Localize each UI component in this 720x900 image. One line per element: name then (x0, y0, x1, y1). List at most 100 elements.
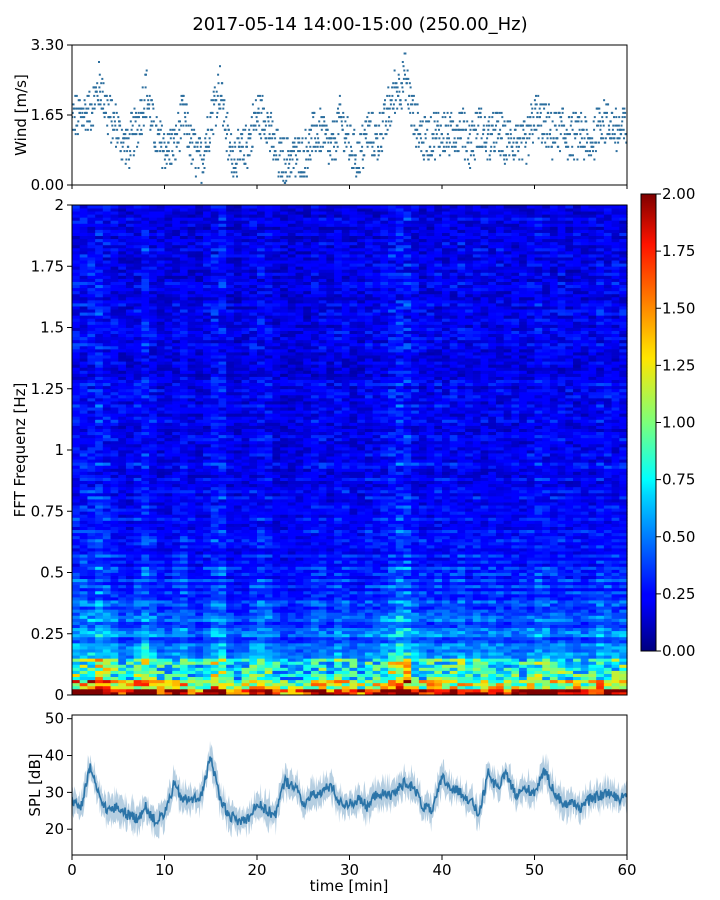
spectrogram-cell (218, 554, 227, 558)
spectrogram-cell (542, 691, 551, 696)
spectrogram-cell (449, 673, 459, 678)
wind-point (496, 111, 499, 114)
spectrogram-cell (449, 630, 459, 635)
spectrogram-cell (418, 667, 428, 671)
wind-point (231, 145, 234, 148)
spectrogram-cell (349, 615, 358, 619)
spectrogram-cell (303, 557, 312, 561)
spectrogram-cell (488, 578, 497, 583)
spectrogram-cell (364, 612, 374, 616)
spectrogram-cell (156, 633, 166, 638)
wind-point (426, 128, 429, 131)
spectrogram-cell (72, 609, 81, 613)
spectrogram-cell (318, 673, 327, 678)
spectrogram-cell (110, 685, 119, 690)
spectrogram-cell (179, 670, 189, 674)
spectrogram-cell (79, 609, 89, 613)
spectrogram-cell (195, 600, 204, 604)
wind-point (312, 145, 315, 148)
wind-point (277, 171, 280, 174)
spectrogram-cell (364, 627, 374, 632)
spectrogram-cell (295, 627, 304, 632)
wind-point (253, 124, 256, 127)
spectrogram-cell (334, 636, 343, 641)
wind-point (577, 120, 580, 123)
wind-point (303, 171, 306, 174)
spectrogram-cell (249, 624, 258, 629)
spectrogram-cell (580, 688, 590, 693)
spectrogram-cell (164, 575, 173, 580)
spectrogram-cell (341, 627, 351, 632)
spectrogram-cell (611, 584, 620, 589)
spectrogram-cell (580, 569, 590, 573)
spectrogram-cell (395, 557, 405, 561)
spectrogram-cell (326, 572, 335, 576)
spectrogram-cell (457, 658, 466, 662)
spectrogram-cell (442, 630, 451, 635)
spectrogram-cell (557, 639, 566, 644)
spectrogram-cell (218, 551, 227, 555)
spectrogram-cell (465, 679, 474, 684)
spectrogram-cell (588, 590, 597, 595)
spectrogram-cell (526, 597, 536, 601)
wind-point (172, 154, 175, 157)
spectrogram-cell (264, 624, 274, 629)
wind-point (539, 116, 541, 119)
spectrogram-cell (557, 590, 566, 595)
wind-point (463, 120, 466, 123)
spectrogram-cell (449, 578, 459, 583)
spectrogram-cell (141, 612, 150, 616)
wind-point (294, 175, 297, 178)
spectrogram-cell (388, 584, 397, 589)
spectrogram-cell (249, 630, 258, 635)
spectrogram-cell (79, 578, 89, 583)
wind-point (401, 86, 404, 89)
wind-point (256, 111, 259, 114)
spectrogram-cell (549, 664, 559, 668)
spectrogram-cell (434, 661, 443, 665)
spectrogram-cell (79, 584, 89, 589)
spectrogram-cell (349, 652, 358, 656)
spectrogram-cell (125, 554, 135, 558)
wind-point (240, 137, 243, 140)
spectrogram-cell (357, 597, 366, 601)
spectrogram-cell (411, 661, 420, 665)
spectrogram-cell (488, 557, 497, 561)
wind-point (125, 158, 128, 161)
spectrogram-cell (195, 590, 204, 595)
spectrogram-cell (580, 673, 590, 678)
spectrogram-cell (580, 548, 590, 552)
spectrogram-cell (125, 649, 135, 653)
spectrogram-cell (434, 655, 443, 659)
spectrogram-cell (418, 664, 428, 668)
wind-point (381, 150, 384, 153)
spectrogram-cell (341, 584, 351, 589)
wind-point (446, 111, 449, 114)
spectrogram-cell (426, 627, 435, 632)
spectrogram-cell (549, 658, 559, 662)
wind-point (117, 116, 120, 119)
spectrogram-cell (372, 633, 381, 638)
wind-point (270, 111, 273, 114)
spectrogram-cell (218, 612, 227, 616)
spectrogram-cell (519, 560, 528, 564)
spectrogram-cell (264, 590, 274, 595)
spectrogram-cell (434, 664, 443, 668)
wind-point (182, 94, 185, 97)
spectrogram-cell (102, 664, 112, 668)
spectrogram-cell (349, 661, 358, 665)
wind-point (604, 111, 607, 114)
spectrogram-cell (318, 593, 327, 598)
spectrogram-cell (102, 581, 112, 586)
spectrogram-cell (334, 581, 343, 586)
spectrogram-cell (257, 627, 266, 632)
wind-point (196, 150, 199, 153)
wind-point (263, 133, 266, 136)
spectrogram-cell (195, 578, 204, 583)
spectrogram-cell (549, 548, 559, 552)
wind-point (113, 111, 116, 114)
spectrogram-cell (457, 563, 466, 567)
spectrogram-cell (442, 584, 451, 589)
wind-point (437, 145, 440, 148)
wind-point (207, 128, 210, 131)
